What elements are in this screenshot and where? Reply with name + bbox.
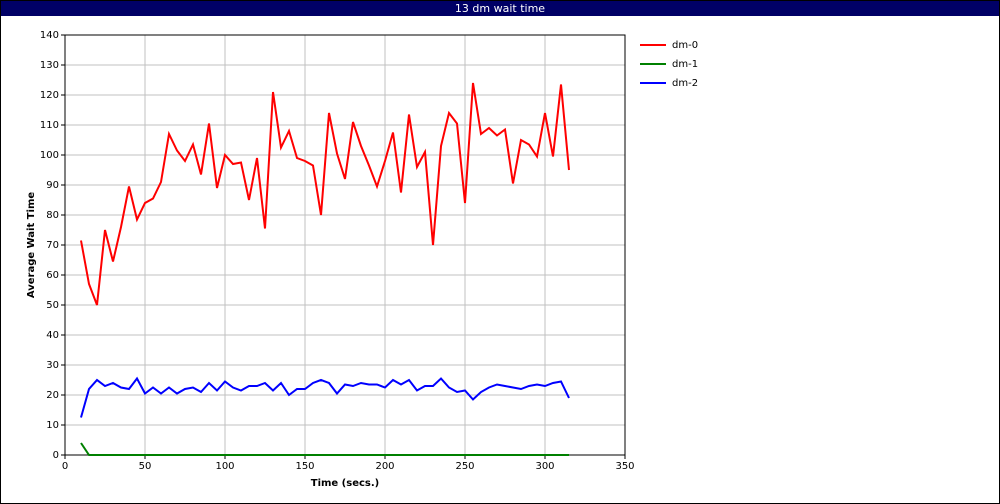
y-tick-label: 40 <box>46 330 59 341</box>
y-tick-label: 30 <box>46 360 59 371</box>
y-tick-label: 120 <box>40 90 59 101</box>
legend-label: dm-0 <box>672 40 698 51</box>
x-tick-label: 200 <box>375 461 394 472</box>
x-tick-label: 150 <box>295 461 314 472</box>
series-line <box>80 82 570 306</box>
series-line <box>80 376 570 418</box>
y-tick-label: 110 <box>40 120 59 131</box>
y-tick-label: 20 <box>46 390 59 401</box>
y-tick-label: 90 <box>46 180 59 191</box>
series-line <box>80 442 569 456</box>
chart-title: 13 dm wait time <box>1 1 999 16</box>
y-tick-label: 60 <box>46 270 59 281</box>
legend-label: dm-1 <box>672 59 698 70</box>
y-tick-label: 70 <box>46 240 59 251</box>
legend-label: dm-2 <box>672 78 698 89</box>
x-tick-label: 100 <box>215 461 234 472</box>
x-tick-label: 250 <box>455 461 474 472</box>
y-tick-label: 100 <box>40 150 59 161</box>
x-tick-label: 0 <box>62 461 68 472</box>
y-tick-label: 130 <box>40 60 59 71</box>
x-axis-title: Time (secs.) <box>311 478 380 489</box>
y-tick-label: 140 <box>40 30 59 41</box>
y-tick-label: 10 <box>46 420 59 431</box>
y-tick-label: 80 <box>46 210 59 221</box>
y-tick-label: 50 <box>46 300 59 311</box>
y-axis-title: Average Wait Time <box>26 192 37 299</box>
y-tick-label: 0 <box>53 450 59 461</box>
x-tick-label: 300 <box>535 461 554 472</box>
x-tick-label: 350 <box>615 461 634 472</box>
x-tick-label: 50 <box>139 461 152 472</box>
